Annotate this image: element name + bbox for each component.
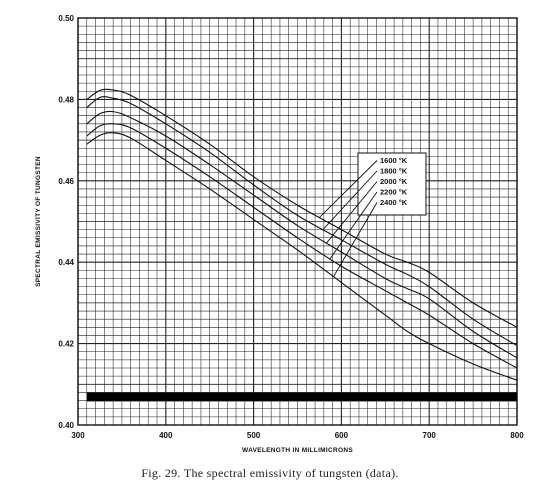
series-line-2	[86, 96, 518, 347]
legend-entry: 2200 °K	[380, 188, 408, 197]
x-tick-label: 300	[71, 431, 85, 440]
y-tick-labels: 0.40 0.42 0.44 0.46 0.48 0.50	[58, 14, 74, 430]
y-tick-label: 0.48	[58, 95, 74, 104]
x-tick-label: 400	[159, 431, 173, 440]
baseline-band	[86, 392, 517, 402]
legend-leader-line	[319, 160, 378, 218]
y-tick-label: 0.44	[58, 258, 74, 267]
legend-entry: 1600 °K	[380, 156, 408, 165]
series-lines	[86, 88, 518, 381]
y-tick-label: 0.50	[58, 14, 74, 23]
legend-entry: 1800 °K	[380, 167, 408, 176]
series-line-3	[86, 110, 518, 359]
x-tick-label: 800	[510, 431, 524, 440]
y-tick-label: 0.40	[58, 421, 74, 430]
y-tick-label: 0.46	[58, 177, 74, 186]
legend-box	[357, 152, 427, 216]
legend-entry: 2400 °K	[380, 198, 408, 207]
legend-entry: 2000 °K	[380, 177, 408, 186]
x-tick-labels: 300 400 500 600 700 800	[71, 431, 524, 440]
x-tick-label: 700	[423, 431, 437, 440]
x-tick-label: 500	[247, 431, 261, 440]
series-line-5	[86, 132, 518, 381]
figure-caption: Fig. 29. The spectral emissivity of tung…	[141, 466, 399, 480]
legend-leader-line	[326, 181, 378, 244]
x-axis-label: WAVELENGTH IN MILLIMICRONS	[242, 447, 353, 454]
legend-leader-line	[329, 191, 378, 260]
y-tick-label: 0.42	[58, 340, 74, 349]
series-line-4	[86, 123, 518, 369]
x-tick-label: 600	[335, 431, 349, 440]
y-axis-label: SPECTRAL EMISSIVITY OF TUNGSTEN	[35, 156, 42, 287]
minor-grid	[78, 18, 517, 425]
legend-leader-line	[322, 170, 378, 230]
legend-leader-line	[333, 202, 378, 277]
series-line-1	[86, 88, 518, 328]
plot-frame	[77, 17, 518, 426]
